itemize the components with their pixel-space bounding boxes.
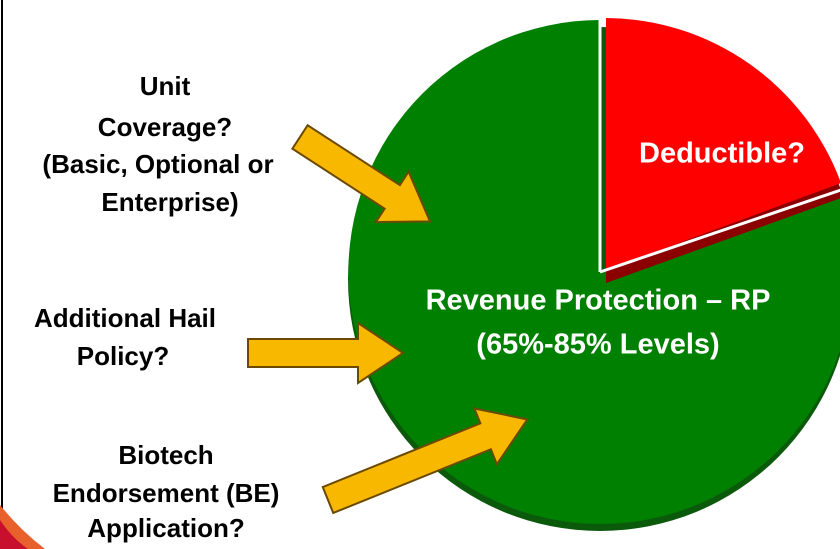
corner-decoration — [0, 520, 28, 549]
slice-label: Deductible? — [639, 138, 805, 170]
label-line: Unit — [140, 71, 191, 101]
pie-main — [348, 20, 840, 524]
arrow — [247, 321, 405, 385]
pie-label: (65%-85% Levels) — [476, 329, 719, 361]
label-line: Biotech — [118, 440, 213, 470]
label-line: Endorsement (BE) — [53, 478, 280, 508]
arrows — [247, 123, 530, 515]
label-line: Application? — [87, 513, 244, 543]
slice-deductible — [606, 18, 840, 270]
slice-gap — [599, 188, 840, 274]
pie-label: Revenue Protection – RP — [426, 285, 771, 317]
label-line: Policy? — [77, 341, 169, 371]
label-line: Enterprise) — [101, 187, 238, 217]
arrow — [290, 123, 432, 224]
arrow — [321, 407, 530, 515]
label-line: Coverage? — [98, 112, 232, 142]
label-line: (Basic, Optional or — [42, 149, 273, 179]
label-line: Additional Hail — [34, 303, 216, 333]
